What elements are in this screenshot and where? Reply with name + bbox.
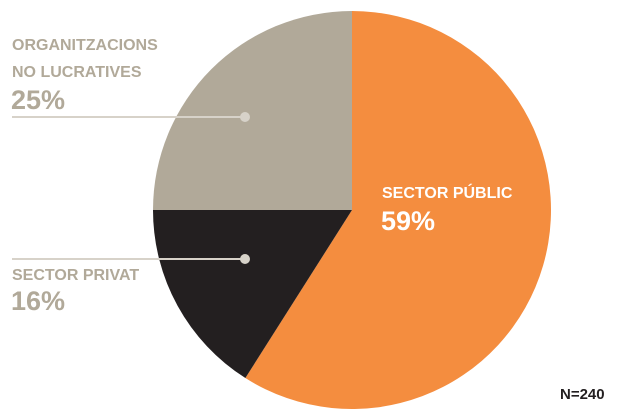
slice-value-sector-privat: 16% (11, 286, 65, 316)
leader-dot-organitzacions (240, 112, 250, 122)
slice-label-organitzacions-line2: NO LUCRATIVES (12, 64, 142, 81)
slice-sector-privat (153, 210, 352, 379)
leader-dot-sector-privat (240, 254, 250, 264)
slice-label-sector-privat: SECTOR PRIVAT (12, 267, 139, 284)
slice-sector-public (245, 11, 552, 409)
sample-size-label: N=240 (560, 386, 605, 403)
slice-organitzacions (153, 11, 352, 210)
slice-value-organitzacions: 25% (11, 85, 65, 115)
slice-label-organitzacions-line1: ORGANITZACIONS (12, 37, 158, 54)
pie-slices (153, 11, 552, 409)
slice-value-sector-public: 59% (381, 206, 435, 236)
slice-label-sector-public: SECTOR PÚBLIC (382, 183, 513, 202)
